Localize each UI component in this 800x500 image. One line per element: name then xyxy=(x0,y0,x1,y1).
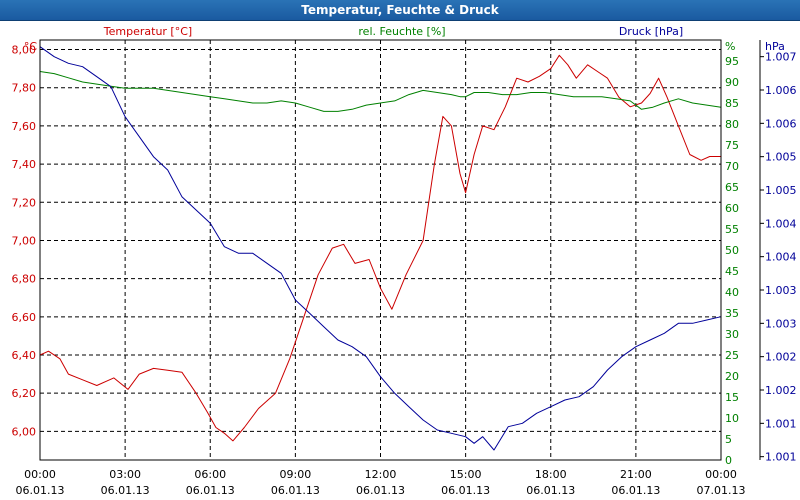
temperature-tick: 6,80 xyxy=(12,273,37,286)
x-tick-time: 00:00 xyxy=(705,468,737,481)
x-tick-date: 07.01.13 xyxy=(697,484,746,497)
humidity-tick: 10 xyxy=(725,412,739,425)
humidity-tick: 25 xyxy=(725,349,739,362)
pressure-tick: 1.005 xyxy=(765,151,797,164)
pressure-tick: 1.002 xyxy=(765,351,797,364)
temperature-tick: 8,00 xyxy=(12,44,37,57)
temperature-tick: 6,60 xyxy=(12,311,37,324)
humidity-tick: 30 xyxy=(725,328,739,341)
x-tick-date: 06.01.13 xyxy=(271,484,320,497)
temperature-unit: °C xyxy=(24,40,38,53)
humidity-tick: 95 xyxy=(725,55,739,68)
temperature-tick: 7,40 xyxy=(12,158,37,171)
humidity-tick: 50 xyxy=(725,244,739,257)
x-tick-date: 06.01.13 xyxy=(101,484,150,497)
pressure-tick: 1.001 xyxy=(765,417,797,430)
temperature-tick: 7,80 xyxy=(12,82,37,95)
pressure-tick: 1.002 xyxy=(765,384,797,397)
chart: 00:00 06.01.13 03:00 06.01.13 06:00 06.01.13 0… xyxy=(12,25,797,497)
humidity-tick: 75 xyxy=(725,139,739,152)
x-tick-time: 18:00 xyxy=(535,468,567,481)
temperature-tick: 7,00 xyxy=(12,234,37,247)
humidity-tick: 0 xyxy=(725,454,732,467)
x-tick-time: 09:00 xyxy=(280,468,312,481)
plot-frame xyxy=(39,39,722,461)
temperature-legend: Temperatur [°C] xyxy=(103,25,192,38)
humidity-tick: 55 xyxy=(725,223,739,236)
temperature-tick: 6,20 xyxy=(12,387,37,400)
x-tick-date: 06.01.13 xyxy=(356,484,405,497)
x-tick-date: 06.01.13 xyxy=(186,484,235,497)
humidity-tick: 90 xyxy=(725,76,739,89)
humidity-tick: 45 xyxy=(725,265,739,278)
temperature-line xyxy=(39,54,721,442)
window-title: Temperatur, Feuchte & Druck xyxy=(0,0,800,21)
pressure-tick: 1.006 xyxy=(765,117,797,130)
x-tick-date: 06.01.13 xyxy=(526,484,575,497)
humidity-tick: 35 xyxy=(725,307,739,320)
pressure-tick: 1.001 xyxy=(765,451,797,464)
x-tick-time: 15:00 xyxy=(450,468,482,481)
temperature-tick: 7,60 xyxy=(12,120,37,133)
pressure-tick: 1.007 xyxy=(765,51,797,64)
x-tick-time: 06:00 xyxy=(194,468,226,481)
humidity-legend: rel. Feuchte [%] xyxy=(358,25,445,38)
humidity-tick: 5 xyxy=(725,433,732,446)
pressure-legend: Druck [hPa] xyxy=(619,25,683,38)
pressure-tick: 1.003 xyxy=(765,317,797,330)
humidity-tick: 40 xyxy=(725,286,739,299)
x-tick-date: 06.01.13 xyxy=(611,484,660,497)
humidity-unit: % xyxy=(725,40,735,53)
pressure-tick: 1.004 xyxy=(765,251,797,264)
pressure-unit: hPa xyxy=(765,40,785,53)
pressure-tick: 1.003 xyxy=(765,284,797,297)
pressure-line xyxy=(39,46,722,451)
humidity-tick: 15 xyxy=(725,391,739,404)
temperature-tick: 7,20 xyxy=(12,196,37,209)
x-tick-time: 00:00 xyxy=(24,468,56,481)
x-tick-date: 06.01.13 xyxy=(441,484,490,497)
pressure-tick: 1.004 xyxy=(765,217,797,230)
humidity-tick: 60 xyxy=(725,202,739,215)
temperature-tick: 6,00 xyxy=(12,425,37,438)
humidity-line xyxy=(39,71,722,112)
pressure-tick: 1.005 xyxy=(765,184,797,197)
humidity-tick: 85 xyxy=(725,97,739,110)
x-tick-time: 21:00 xyxy=(620,468,652,481)
humidity-tick: 20 xyxy=(725,370,739,383)
series-layer xyxy=(39,46,722,451)
pressure-tick: 1.006 xyxy=(765,84,797,97)
x-tick-time: 12:00 xyxy=(365,468,397,481)
humidity-tick: 80 xyxy=(725,118,739,131)
x-tick-time: 03:00 xyxy=(109,468,141,481)
axes: 00:00 06.01.13 03:00 06.01.13 06:00 06.01.13 0… xyxy=(12,44,797,497)
temperature-tick: 6,40 xyxy=(12,349,37,362)
grid xyxy=(40,40,721,460)
humidity-tick: 70 xyxy=(725,160,739,173)
x-tick-date: 06.01.13 xyxy=(16,484,65,497)
humidity-tick: 65 xyxy=(725,181,739,194)
